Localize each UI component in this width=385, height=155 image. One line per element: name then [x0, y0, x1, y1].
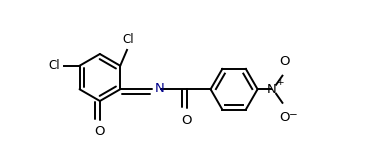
Text: O: O [280, 55, 290, 68]
Text: N: N [267, 83, 277, 96]
Text: +: + [276, 78, 283, 87]
Text: O: O [181, 114, 192, 127]
Text: −: − [290, 110, 298, 120]
Text: Cl: Cl [49, 59, 60, 72]
Text: Cl: Cl [122, 33, 134, 46]
Text: O: O [280, 111, 290, 124]
Text: O: O [95, 125, 105, 138]
Text: N: N [155, 82, 165, 95]
